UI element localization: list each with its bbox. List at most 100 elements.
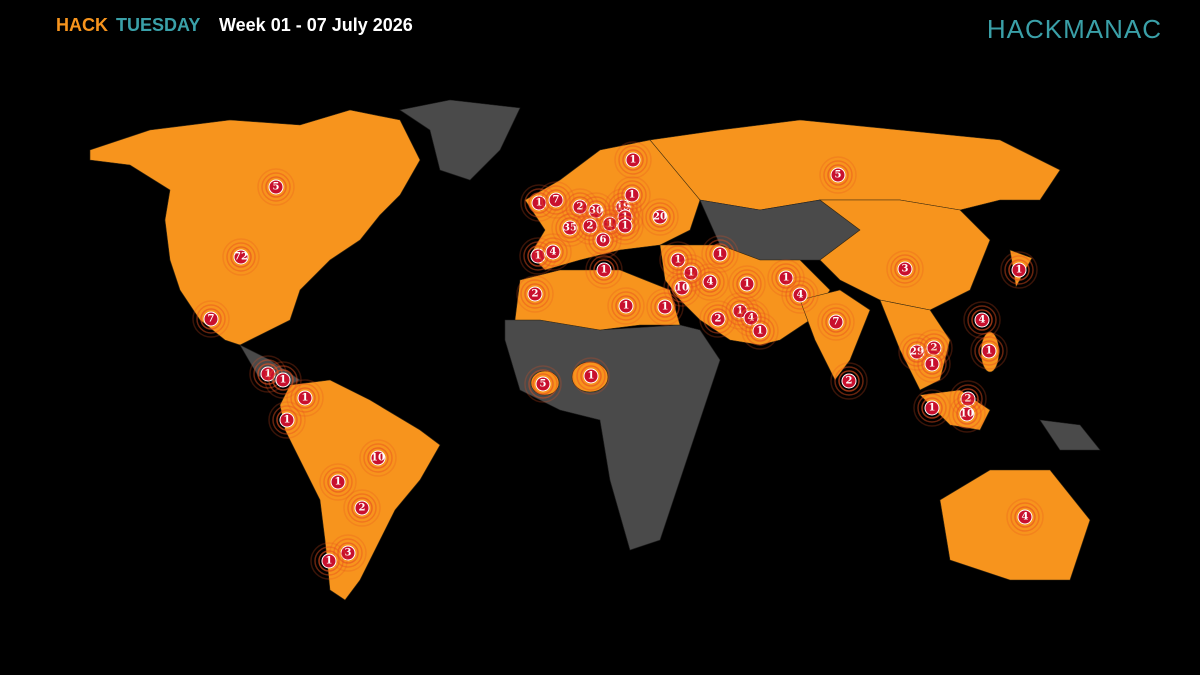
marker-label: 1 (688, 268, 695, 279)
marker-dot (583, 368, 599, 384)
marker-halo (323, 467, 353, 497)
marker-halo (781, 276, 819, 314)
marker-label: 3 (345, 548, 352, 559)
marker-halo (830, 362, 868, 400)
marker-label: 2 (846, 376, 853, 387)
marker-halo (838, 370, 860, 392)
marker-label: 6 (600, 235, 607, 246)
marker-halo (329, 534, 367, 572)
marker: 10 (948, 395, 986, 433)
marker-dot (340, 545, 356, 561)
marker-dot (1017, 509, 1033, 525)
marker-dot (625, 152, 641, 168)
marker-halo (607, 287, 645, 325)
marker-halo (516, 275, 554, 313)
marker-halo (775, 267, 797, 289)
marker: 4 (1006, 498, 1044, 536)
marker-dot (545, 244, 561, 260)
marker: 4 (534, 233, 572, 271)
marker-halo (641, 198, 679, 236)
marker-halo (222, 238, 260, 276)
marker-label: 2 (931, 343, 938, 354)
marker: 1 (913, 389, 951, 427)
marker-halo (314, 546, 344, 576)
marker-dot (960, 391, 976, 407)
marker-dot (618, 298, 634, 314)
africa (504, 319, 721, 551)
marker-halo (736, 273, 758, 295)
marker-label: 7 (208, 314, 215, 325)
greenland (399, 99, 521, 181)
marker-label: 1 (280, 375, 287, 386)
marker-dot (233, 249, 249, 265)
marker-dot (828, 314, 844, 330)
marker-dot (830, 167, 846, 183)
marker-halo (319, 463, 357, 501)
marker-halo (789, 284, 811, 306)
marker-dot (1011, 262, 1027, 278)
marker-halo (545, 189, 567, 211)
marker-label: 7 (553, 195, 560, 206)
title-tuesday: TUESDAY (116, 15, 200, 35)
marker-dot (926, 340, 942, 356)
marker-halo (588, 225, 618, 255)
marker-dot (712, 246, 728, 262)
marker: 4 (781, 276, 819, 314)
marker-halo (703, 304, 733, 334)
marker-halo (613, 176, 651, 214)
marker-halo (576, 361, 606, 391)
marker-label: 4 (797, 290, 804, 301)
marker-dot (778, 270, 794, 286)
marker-halo (886, 250, 924, 288)
marker-halo (327, 471, 349, 493)
marker-halo (579, 215, 601, 237)
marker-halo (921, 353, 943, 375)
marker-halo (741, 312, 779, 350)
marker-dot (657, 299, 673, 315)
marker-halo (528, 369, 558, 399)
marker-dot (624, 187, 640, 203)
marker-halo (585, 251, 623, 289)
marker-dot (275, 372, 291, 388)
marker-label: 1 (622, 212, 629, 223)
marker-halo (917, 393, 947, 423)
marker-dot (702, 274, 718, 290)
marker-halo (699, 271, 721, 293)
marker: 1 (572, 357, 610, 395)
title-hack: HACK (56, 15, 108, 35)
marker-label: 10 (675, 283, 689, 294)
marker-label: 1 (986, 346, 993, 357)
marker-halo (667, 273, 697, 303)
marker-label: 4 (979, 315, 986, 326)
marker-halo (538, 237, 568, 267)
marker-halo (272, 369, 294, 391)
marker-dot (595, 232, 611, 248)
marker-halo (691, 263, 729, 301)
marker-halo (913, 389, 951, 427)
marker-halo (917, 349, 947, 379)
marker-halo (725, 296, 755, 326)
marker-halo (310, 542, 348, 580)
marker: 4 (691, 263, 729, 301)
marker-halo (343, 489, 381, 527)
marker-halo (978, 340, 1000, 362)
marker-label: 2 (532, 289, 539, 300)
marker-label: 5 (273, 182, 280, 193)
marker-halo (963, 301, 1001, 339)
marker-label: 29 (910, 347, 924, 358)
marker-halo (363, 443, 393, 473)
marker-halo (707, 308, 729, 330)
marker-label: 3 (902, 264, 909, 275)
marker-label: 1 (662, 302, 669, 313)
marker-halo (970, 332, 1008, 370)
marker-label: 20 (653, 212, 667, 223)
marker-label: 2 (965, 394, 972, 405)
marker: 1 (286, 379, 324, 417)
marker-halo (615, 295, 637, 317)
marker-halo (621, 184, 643, 206)
marker-halo (823, 160, 853, 190)
marker-halo (589, 255, 619, 285)
marker-halo (520, 279, 550, 309)
marker-label: 1 (629, 190, 636, 201)
